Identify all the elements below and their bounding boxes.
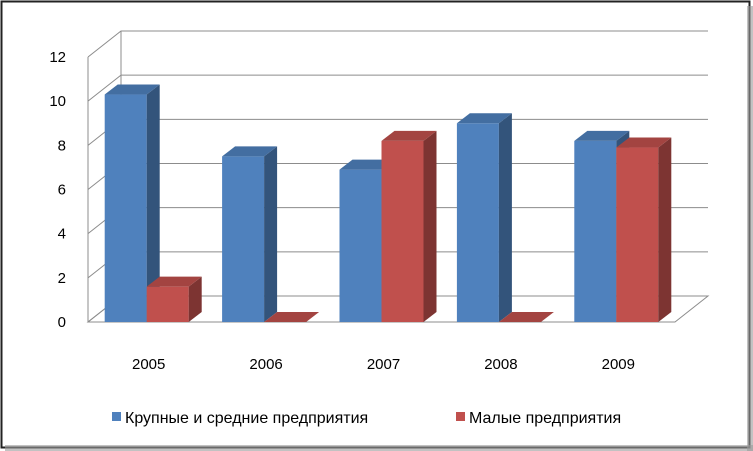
legend-item: Крупные и средние предприятия	[112, 410, 368, 427]
bar	[381, 130, 437, 322]
bar	[498, 312, 554, 322]
y-tick-label: 8	[58, 137, 66, 154]
bar	[222, 146, 278, 322]
y-tick-label: 10	[49, 93, 66, 110]
y-axis-tick-labels: 0 2 4 6 8 10 12	[49, 49, 66, 331]
gridline	[87, 30, 708, 58]
y-tick-label: 2	[58, 270, 66, 287]
y-tick-label: 0	[58, 314, 66, 331]
x-tick-label: 2007	[367, 356, 400, 373]
x-axis-tick-labels: 2005 2006 2007 2008 2009	[132, 356, 635, 373]
y-tick-label: 4	[58, 226, 66, 243]
bar	[456, 113, 512, 322]
frame-shadow-bottom	[5, 445, 753, 451]
y-tick-label: 12	[49, 49, 66, 66]
legend-label: Малые предприятия	[469, 410, 621, 427]
legend-swatch	[456, 412, 465, 421]
x-tick-label: 2009	[602, 356, 635, 373]
x-tick-label: 2006	[249, 356, 282, 373]
legend-item: Малые предприятия	[456, 410, 621, 427]
gridline	[87, 74, 708, 102]
x-tick-label: 2008	[484, 356, 517, 373]
legend: Крупные и средние предприятия Малые предп…	[112, 410, 621, 427]
frame-shadow-right	[747, 6, 753, 451]
bar	[104, 84, 160, 323]
bar	[264, 312, 320, 322]
bar	[616, 137, 672, 322]
bar	[146, 276, 202, 322]
legend-swatch	[112, 412, 121, 421]
x-tick-label: 2005	[132, 356, 165, 373]
legend-label: Крупные и средние предприятия	[125, 410, 368, 427]
bars	[104, 84, 672, 323]
y-tick-label: 6	[58, 182, 66, 199]
